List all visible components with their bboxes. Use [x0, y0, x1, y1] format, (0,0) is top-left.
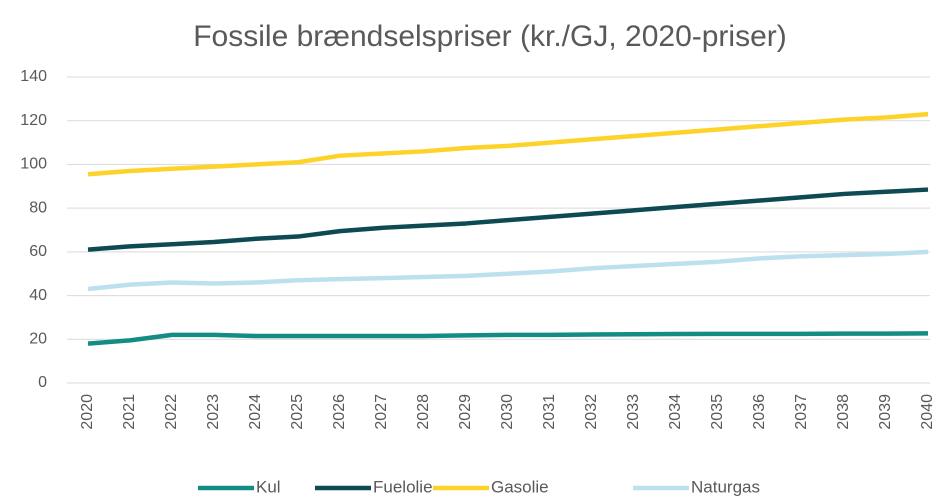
x-tick-label: 2033 [625, 394, 642, 430]
series-line [87, 331, 929, 346]
x-tick-label: 2024 [247, 394, 264, 430]
x-tick-label: 2021 [121, 394, 138, 430]
x-tick-label: 2037 [793, 394, 810, 430]
x-tick-label: 2038 [835, 394, 852, 430]
x-tick-label: 2027 [373, 394, 390, 430]
y-tick-label: 120 [20, 112, 47, 129]
x-tick-label: 2028 [415, 394, 432, 430]
legend-label: Kul [256, 477, 281, 496]
series-line [87, 249, 929, 292]
x-tick-label: 2030 [499, 394, 516, 430]
y-tick-label: 40 [29, 287, 47, 304]
x-tick-label: 2036 [751, 394, 768, 430]
x-tick-label: 2032 [583, 394, 600, 430]
x-tick-label: 2025 [289, 394, 306, 430]
x-tick-label: 2035 [709, 394, 726, 430]
series-line [87, 111, 929, 177]
y-tick-label: 140 [20, 68, 47, 85]
x-tick-label: 2031 [541, 394, 558, 430]
x-tick-label: 2022 [163, 394, 180, 430]
y-tick-label: 60 [29, 243, 47, 260]
y-tick-label: 0 [38, 374, 47, 391]
x-tick-label: 2040 [919, 394, 936, 430]
x-tick-label: 2023 [205, 394, 222, 430]
legend-label: Fuelolie [373, 477, 433, 496]
x-tick-label: 2039 [877, 394, 894, 430]
chart-title: Fossile brændselspriser (kr./GJ, 2020-pr… [193, 20, 787, 53]
x-tick-label: 2034 [667, 394, 684, 430]
y-tick-label: 100 [20, 156, 47, 173]
y-tick-label: 80 [29, 199, 47, 216]
y-tick-label: 20 [29, 331, 47, 348]
series-line [87, 187, 929, 252]
legend-label: Naturgas [691, 477, 760, 496]
x-tick-label: 2026 [331, 394, 348, 430]
x-tick-label: 2029 [457, 394, 474, 430]
x-tick-label: 2020 [79, 394, 96, 430]
legend-label: Gasolie [491, 477, 549, 496]
